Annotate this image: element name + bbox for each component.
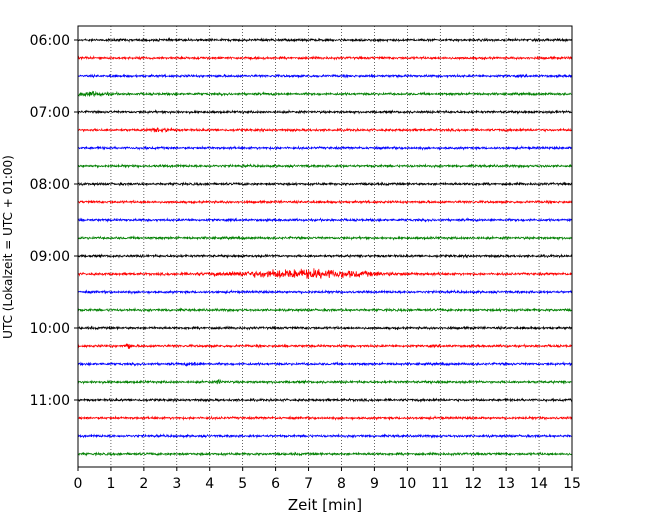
y-tick-label: 06:00 (30, 33, 70, 49)
y-axis-label: UTC (Lokalzeit = UTC + 01:00) (1, 155, 15, 339)
trace-0800 (77, 181, 573, 187)
trace-1015 (77, 343, 573, 349)
trace-0730 (77, 145, 573, 151)
y-axis-ticks: 06:00 07:00 08:00 09:00 10:00 11:00 (30, 33, 78, 409)
trace-0700 (77, 109, 573, 115)
trace-1100 (77, 397, 573, 403)
trace-1115 (77, 415, 573, 421)
trace-0815 (77, 199, 573, 205)
trace-0715 (77, 126, 573, 134)
x-tick-label: 11 (431, 476, 449, 492)
x-tick-label: 8 (337, 476, 346, 492)
x-tick-label: 0 (74, 476, 83, 492)
trace-0745 (77, 163, 573, 169)
x-tick-label: 3 (172, 476, 181, 492)
trace-0945 (77, 307, 573, 313)
x-tick-label: 9 (370, 476, 379, 492)
y-tick-label: 08:00 (30, 177, 70, 193)
y-tick-label: 11:00 (30, 393, 70, 409)
trace-0930 (77, 289, 573, 295)
trace-0600 (77, 37, 573, 43)
y-tick-label: 07:00 (30, 105, 70, 121)
y-tick-label: 09:00 (30, 249, 70, 265)
trace-1145 (77, 451, 572, 457)
x-tick-label: 6 (271, 476, 280, 492)
trace-0845 (77, 235, 573, 241)
seismic-traces (77, 37, 573, 457)
x-tick-label: 14 (530, 476, 548, 492)
x-tick-label: 7 (304, 476, 313, 492)
trace-0645 (77, 90, 573, 98)
trace-1030 (77, 361, 573, 368)
trace-1000 (77, 325, 573, 331)
x-tick-label: 4 (205, 476, 214, 492)
y-tick-label: 10:00 (30, 321, 70, 337)
trace-1045 (77, 378, 572, 385)
trace-0615 (77, 55, 573, 61)
x-tick-label: 12 (464, 476, 482, 492)
x-tick-label: 5 (238, 476, 247, 492)
x-tick-label: 10 (398, 476, 416, 492)
trace-0900 (77, 253, 573, 259)
trace-0915 (77, 268, 573, 280)
plot-frame (77, 25, 573, 468)
x-tick-label: 2 (139, 476, 148, 492)
trace-1130 (77, 433, 573, 439)
x-tick-label: 13 (497, 476, 515, 492)
x-axis-label: Zeit [min] (288, 496, 362, 514)
x-tick-label: 15 (563, 476, 581, 492)
x-axis-ticks: 0 1 2 3 4 5 6 7 8 9 10 11 12 13 14 15 (74, 467, 581, 492)
trace-0630 (77, 73, 572, 79)
trace-0830 (77, 217, 573, 223)
x-tick-label: 1 (106, 476, 115, 492)
